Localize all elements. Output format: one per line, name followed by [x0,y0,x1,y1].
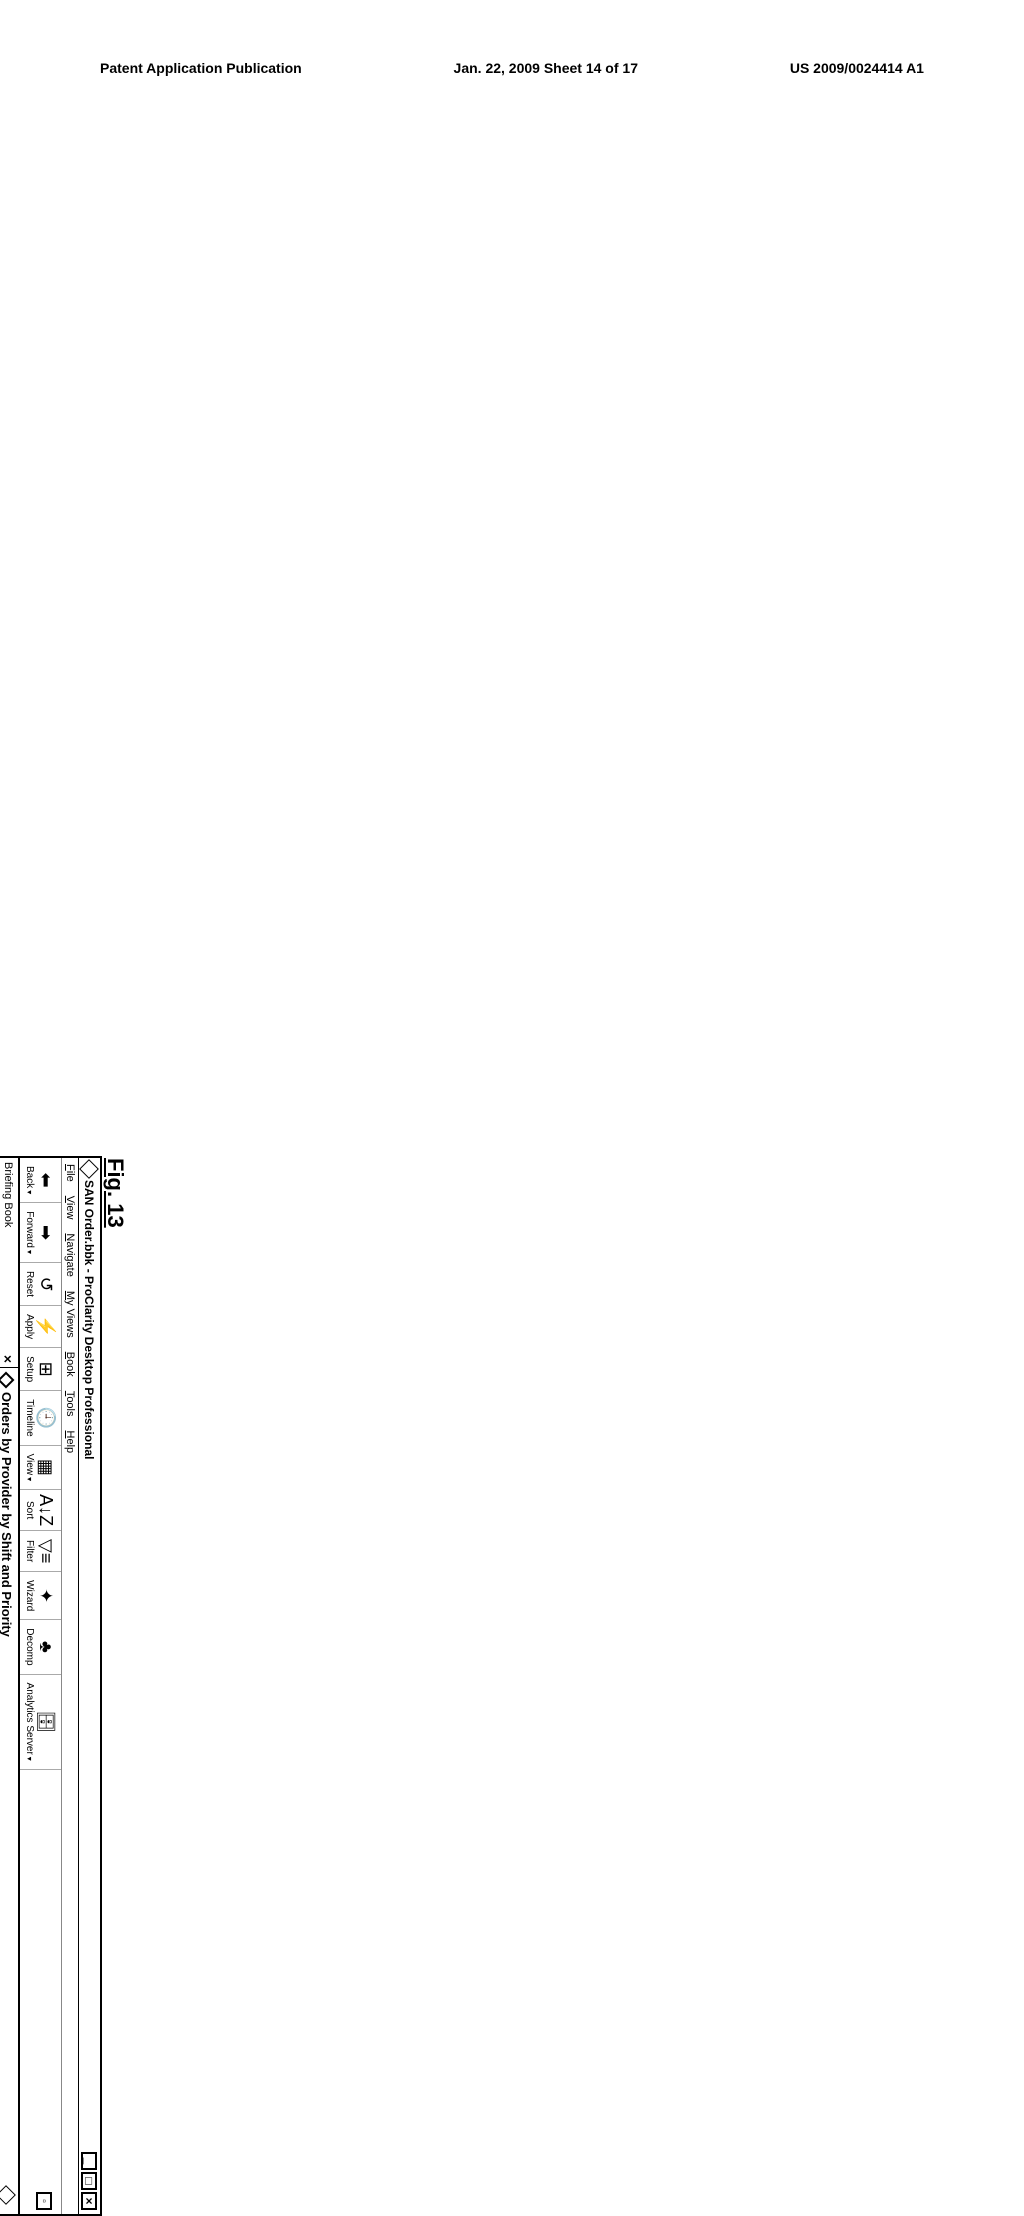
main-panel: Orders by Provider by Shift and Priority… [0,1368,18,2214]
menu-myviews[interactable]: My Views [64,1291,76,1338]
toolbar: ⬅Back▾➡Forward▾↺Reset⚡Apply⊞Setup🕘Timeli… [18,1158,61,2214]
tb-apply[interactable]: ⚡Apply [20,1306,61,1348]
menu-help[interactable]: Help [64,1431,76,1454]
tb-wizard[interactable]: ✦Wizard [20,1572,61,1620]
menu-tools[interactable]: Tools [64,1391,76,1417]
tb-forward[interactable]: ➡Forward▾ [20,1203,61,1263]
tb-back[interactable]: ⬅Back▾ [20,1158,61,1203]
sidebar: Briefing Book × 📄 Add... 📂 Organize... O… [0,1158,18,1368]
tb-sort[interactable]: A↓ZSort [20,1490,61,1531]
menu-book[interactable]: Book [64,1352,76,1377]
titlebar: SAN Order.bbk - ProClarity Desktop Profe… [78,1158,100,2214]
pub-right: US 2009/0024414 A1 [790,60,924,76]
doc-restore-button[interactable]: ▫ [36,2192,52,2210]
tb-analytics-server[interactable]: 🗄Analytics Server▾ [20,1675,61,1770]
menu-navigate[interactable]: Navigate [64,1233,76,1276]
tb-setup[interactable]: ⊞Setup [20,1348,61,1391]
sidebar-title: Briefing Book [2,1162,14,1227]
minimize-button[interactable]: _ [82,2152,98,2170]
view-title: Orders by Provider by Shift and Priority [0,1392,14,1637]
menu-view[interactable]: View [64,1196,76,1220]
tb-decomp[interactable]: ♣Decomp [20,1620,61,1674]
tb-filter[interactable]: ▽≡Filter [20,1531,61,1572]
pub-mid: Jan. 22, 2009 Sheet 14 of 17 [454,60,638,76]
app-window: Fig. 13 SAN Order.bbk - ProClarity Deskt… [0,1156,102,2216]
menu-file[interactable]: File [64,1164,76,1182]
tb-view[interactable]: ▦View▾ [20,1446,61,1491]
pub-left: Patent Application Publication [100,60,302,76]
drop-icon[interactable] [0,2185,16,2205]
maximize-button[interactable]: □ [82,2172,98,2190]
tb-timeline[interactable]: 🕘Timeline [20,1391,61,1445]
menubar: File View Navigate My Views Book Tools H… [61,1158,78,2214]
close-button[interactable]: × [82,2192,98,2210]
sidebar-close-icon[interactable]: × [0,1355,16,1363]
window-title: SAN Order.bbk - ProClarity Desktop Profe… [83,1180,97,2152]
app-icon [80,1159,100,1179]
tb-reset[interactable]: ↺Reset [20,1263,61,1306]
view-icon [0,1372,15,1389]
figure-label: Fig. 13 [102,1158,128,1228]
